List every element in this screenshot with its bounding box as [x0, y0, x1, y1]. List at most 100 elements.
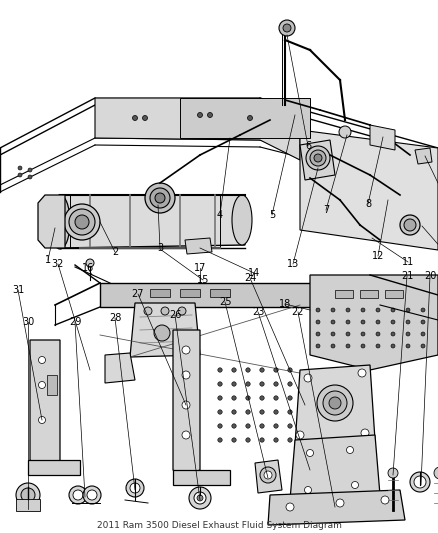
Circle shape	[144, 307, 152, 315]
Circle shape	[246, 368, 250, 372]
Circle shape	[346, 447, 353, 454]
Circle shape	[391, 332, 395, 336]
Circle shape	[406, 344, 410, 348]
Polygon shape	[300, 140, 335, 180]
Circle shape	[18, 166, 22, 170]
Circle shape	[316, 344, 320, 348]
Circle shape	[232, 368, 236, 372]
Bar	[47, 375, 57, 395]
Bar	[360, 290, 378, 298]
Text: 31: 31	[12, 285, 24, 295]
Text: 27: 27	[132, 289, 144, 299]
Circle shape	[274, 438, 278, 442]
Circle shape	[283, 24, 291, 32]
Circle shape	[323, 391, 347, 415]
Text: 2011 Ram 3500 Diesel Exhaust Fluid System Diagram: 2011 Ram 3500 Diesel Exhaust Fluid Syste…	[96, 521, 342, 529]
Circle shape	[361, 320, 365, 324]
Ellipse shape	[232, 195, 252, 245]
Circle shape	[39, 416, 46, 424]
Bar	[180, 289, 200, 297]
Polygon shape	[295, 365, 375, 445]
Circle shape	[182, 401, 190, 409]
Circle shape	[361, 429, 369, 437]
Circle shape	[64, 204, 100, 240]
Circle shape	[381, 496, 389, 504]
Text: 5: 5	[269, 210, 275, 220]
Circle shape	[142, 116, 148, 120]
Circle shape	[28, 175, 32, 179]
Circle shape	[28, 168, 32, 172]
Circle shape	[376, 320, 380, 324]
Circle shape	[288, 396, 292, 400]
Circle shape	[361, 344, 365, 348]
Circle shape	[316, 308, 320, 312]
Circle shape	[182, 431, 190, 439]
Text: 11: 11	[402, 257, 414, 267]
Polygon shape	[173, 470, 230, 485]
Circle shape	[329, 397, 341, 409]
Circle shape	[410, 472, 430, 492]
Circle shape	[414, 476, 426, 488]
Text: 8: 8	[365, 199, 371, 209]
Circle shape	[274, 368, 278, 372]
Circle shape	[86, 259, 94, 267]
Circle shape	[260, 368, 264, 372]
Circle shape	[421, 344, 425, 348]
Text: 29: 29	[69, 317, 81, 327]
Circle shape	[246, 410, 250, 414]
Text: 7: 7	[323, 205, 329, 215]
Circle shape	[279, 20, 295, 36]
Circle shape	[391, 320, 395, 324]
Circle shape	[346, 320, 350, 324]
Circle shape	[218, 396, 222, 400]
Circle shape	[274, 382, 278, 386]
Circle shape	[358, 369, 366, 377]
Circle shape	[133, 116, 138, 120]
Bar	[150, 289, 170, 297]
Circle shape	[87, 490, 97, 500]
Circle shape	[39, 357, 46, 364]
Circle shape	[400, 215, 420, 235]
Polygon shape	[30, 340, 60, 470]
Text: 14: 14	[248, 268, 260, 278]
Text: 13: 13	[287, 259, 299, 269]
Polygon shape	[185, 238, 212, 254]
Circle shape	[317, 385, 353, 421]
Circle shape	[182, 371, 190, 379]
Circle shape	[274, 424, 278, 428]
Circle shape	[391, 344, 395, 348]
Circle shape	[218, 368, 222, 372]
Text: 32: 32	[52, 259, 64, 269]
Circle shape	[434, 467, 438, 479]
Polygon shape	[310, 275, 438, 370]
Text: 28: 28	[109, 313, 121, 323]
Circle shape	[218, 382, 222, 386]
Polygon shape	[290, 435, 380, 500]
Circle shape	[189, 487, 211, 509]
Circle shape	[145, 183, 175, 213]
Text: 21: 21	[401, 271, 413, 281]
Circle shape	[246, 424, 250, 428]
Circle shape	[232, 424, 236, 428]
Text: 20: 20	[424, 271, 436, 281]
Polygon shape	[180, 98, 310, 138]
Bar	[385, 290, 403, 298]
Circle shape	[69, 486, 87, 504]
Circle shape	[260, 382, 264, 386]
Circle shape	[406, 320, 410, 324]
Circle shape	[286, 503, 294, 511]
Circle shape	[346, 344, 350, 348]
Circle shape	[73, 490, 83, 500]
Circle shape	[376, 332, 380, 336]
Circle shape	[346, 332, 350, 336]
Circle shape	[352, 481, 358, 489]
Polygon shape	[105, 353, 135, 383]
Polygon shape	[268, 490, 405, 525]
Circle shape	[331, 320, 335, 324]
Circle shape	[304, 374, 312, 382]
Polygon shape	[60, 195, 245, 248]
Circle shape	[406, 332, 410, 336]
Circle shape	[264, 471, 272, 479]
Text: 12: 12	[372, 251, 384, 261]
Circle shape	[182, 346, 190, 354]
